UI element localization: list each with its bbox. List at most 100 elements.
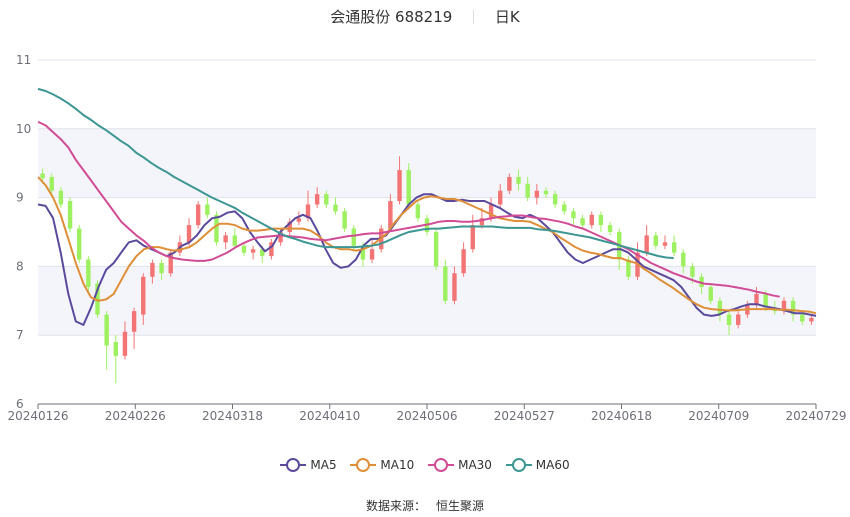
candle-body xyxy=(269,242,274,257)
candle-body xyxy=(186,225,192,243)
candle-body xyxy=(205,204,210,215)
x-tick-label: 20240527 xyxy=(494,409,555,423)
candle-body xyxy=(324,194,329,205)
candle-body xyxy=(470,225,475,250)
candle-body xyxy=(159,262,164,274)
candle-body xyxy=(333,204,338,212)
x-tick-label: 20240318 xyxy=(202,409,263,423)
candles xyxy=(40,156,814,384)
x-tick-label: 20240506 xyxy=(396,409,457,423)
candle-body xyxy=(76,228,82,260)
candle-body xyxy=(141,276,146,315)
candle-body xyxy=(406,170,411,205)
candle-body xyxy=(580,218,585,226)
source-label: 数据来源： xyxy=(365,499,426,513)
candle-body xyxy=(113,342,118,356)
legend-marker-icon xyxy=(280,458,307,472)
candle-body xyxy=(67,201,73,229)
y-tick-label: 6 xyxy=(16,397,24,411)
legend-label: MA60 xyxy=(535,458,570,472)
candle-body xyxy=(122,331,128,356)
x-tick-label: 20240729 xyxy=(785,409,846,423)
candle-body xyxy=(223,235,228,243)
candle-body xyxy=(708,287,713,301)
candle-body xyxy=(86,259,91,288)
candle-body xyxy=(763,293,768,308)
x-tick-label: 20240709 xyxy=(688,409,749,423)
candle-body xyxy=(388,201,393,229)
ma-line-ma30 xyxy=(37,120,780,298)
candle-body xyxy=(168,252,173,274)
candle-body xyxy=(717,300,723,315)
candle-body xyxy=(525,183,530,198)
candle-body xyxy=(781,300,787,312)
candle-body xyxy=(809,318,814,322)
candle-body xyxy=(314,194,320,205)
period-label: 日K xyxy=(494,8,520,26)
candle-body xyxy=(598,214,604,226)
candle-body xyxy=(690,266,695,277)
y-tick-label: 9 xyxy=(16,191,24,205)
background-band xyxy=(38,128,816,198)
legend-item-ma10[interactable]: MA10 xyxy=(350,458,414,472)
candle-body xyxy=(40,173,45,179)
legend-label: MA5 xyxy=(310,458,337,472)
legend-marker-icon xyxy=(350,458,377,472)
candle-body xyxy=(589,214,594,226)
candle-body xyxy=(195,204,201,226)
candle-body xyxy=(671,242,677,253)
candle-body xyxy=(552,194,558,205)
candle-body xyxy=(232,235,237,246)
candle-body xyxy=(488,204,494,219)
candle-body xyxy=(443,266,448,301)
candle-body xyxy=(790,300,796,315)
ma-line-ma60 xyxy=(37,87,674,260)
candle-body xyxy=(626,259,631,277)
candle-body xyxy=(543,190,549,195)
candle-body xyxy=(49,176,54,191)
candle-body xyxy=(260,249,265,257)
x-tick-label: 20240410 xyxy=(299,409,360,423)
candle-body xyxy=(726,314,732,325)
x-tick-label: 20240618 xyxy=(591,409,652,423)
candle-body xyxy=(644,235,649,253)
ma-line-ma10 xyxy=(37,176,817,315)
x-axis: 20240126 20240226 20240318 20240410 20240506… xyxy=(7,403,847,423)
candle-body xyxy=(479,218,485,226)
legend-label: MA30 xyxy=(458,458,492,472)
candle-body xyxy=(150,262,155,277)
y-tick-label: 10 xyxy=(16,122,31,136)
y-tick-label: 7 xyxy=(16,328,24,342)
candle-body xyxy=(800,314,805,322)
candle-body xyxy=(131,311,137,332)
y-tick-label: 8 xyxy=(16,259,24,273)
candle-body xyxy=(607,225,613,232)
candle-body xyxy=(415,204,421,219)
legend-item-ma60[interactable]: MA60 xyxy=(505,458,570,472)
candle-body xyxy=(397,170,402,202)
legend: MA5 MA10 MA30 MA60 xyxy=(0,458,850,475)
candle-body xyxy=(461,249,466,274)
moving-average-lines xyxy=(37,87,817,326)
background-band xyxy=(38,266,816,336)
candle-body xyxy=(433,232,439,267)
candle-body xyxy=(360,245,366,260)
candle-body xyxy=(104,314,109,346)
legend-item-ma30[interactable]: MA30 xyxy=(428,458,492,472)
candle-body xyxy=(287,221,292,232)
legend-item-ma5[interactable]: MA5 xyxy=(280,458,337,472)
candle-body xyxy=(342,211,347,229)
candle-body xyxy=(305,204,311,219)
stock-name-code: 会通股份 688219 xyxy=(330,8,453,26)
candle-body xyxy=(653,235,659,246)
legend-marker-icon xyxy=(505,458,532,472)
candle-body xyxy=(95,283,100,315)
candle-body xyxy=(507,176,512,191)
candle-body xyxy=(662,242,668,246)
candle-body xyxy=(351,228,356,246)
candle-body xyxy=(241,245,247,253)
candle-body xyxy=(571,211,576,219)
candle-body xyxy=(699,276,704,288)
x-tick-label: 20240126 xyxy=(7,409,68,423)
